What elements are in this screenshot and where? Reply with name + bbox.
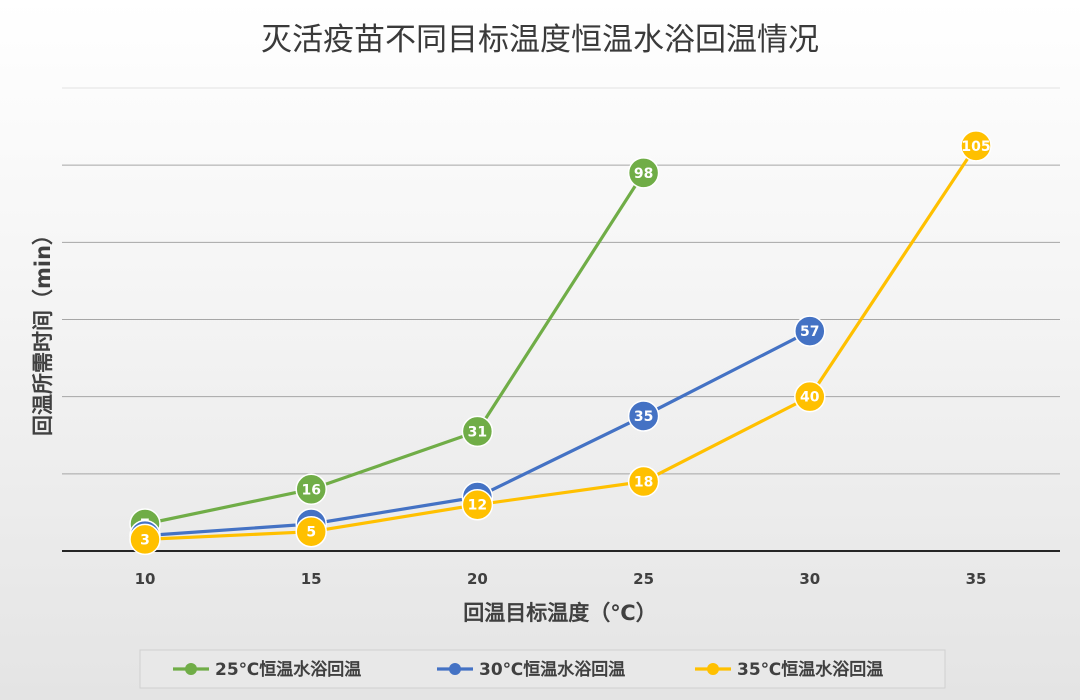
series-group: 71631984714355735121840105 xyxy=(129,130,992,556)
x-axis-ticks: 10 15 20 25 30 35 xyxy=(135,570,987,588)
x-tick-label-30: 30 xyxy=(799,570,820,588)
data-point-s3-30 xyxy=(794,380,826,413)
data-point-s1-15 xyxy=(295,473,327,506)
data-label-s3-35: 105 xyxy=(961,139,990,155)
data-label-s3-30: 40 xyxy=(800,390,820,406)
data-point-s1-25 xyxy=(627,157,660,189)
gridlines xyxy=(62,87,1060,475)
data-label-s2-30: 57 xyxy=(800,324,819,340)
data-point-s3-25 xyxy=(627,465,660,498)
data-point-s3-20 xyxy=(461,488,494,521)
chart-title: 灭活疫苗不同目标温度恒温水浴回温情况 xyxy=(261,22,819,58)
x-tick-label-15: 15 xyxy=(301,570,322,588)
legend-marker-2 xyxy=(449,663,461,675)
x-tick-label-35: 35 xyxy=(966,570,987,588)
data-label-s1-20: 31 xyxy=(468,424,487,440)
series-line-1 xyxy=(144,172,645,526)
x-tick-label-20: 20 xyxy=(467,570,488,588)
data-label-s1-25: 98 xyxy=(634,166,653,182)
data-point-s2-25 xyxy=(627,400,660,432)
data-point-s3-35 xyxy=(960,130,992,162)
legend-marker-3 xyxy=(707,663,719,675)
series-line-3 xyxy=(144,145,978,541)
x-tick-label-25: 25 xyxy=(633,570,654,588)
data-label-s3-10: 3 xyxy=(140,532,150,548)
legend-label-3: 35℃恒温水浴回温 xyxy=(737,659,883,680)
legend-marker-1 xyxy=(185,663,197,675)
y-axis-title: 回温所需时间（min） xyxy=(31,224,55,436)
legend-label-1: 25℃恒温水浴回温 xyxy=(215,659,361,680)
legend: 25℃恒温水浴回温 30℃恒温水浴回温 35℃恒温水浴回温 xyxy=(173,659,883,680)
data-label-s3-25: 18 xyxy=(634,475,653,491)
legend-label-2: 30℃恒温水浴回温 xyxy=(479,659,625,680)
data-point-s3-15 xyxy=(295,515,327,548)
x-tick-label-10: 10 xyxy=(135,570,156,588)
data-label-s1-15: 16 xyxy=(301,482,320,498)
data-point-s2-30 xyxy=(794,315,826,347)
data-point-s1-20 xyxy=(461,415,494,448)
x-axis-title: 回温目标温度（℃） xyxy=(463,601,656,625)
legend-box xyxy=(139,649,946,689)
data-label-s2-25: 35 xyxy=(634,409,653,425)
data-label-s3-20: 12 xyxy=(468,498,487,514)
data-label-s3-15: 5 xyxy=(306,525,316,541)
data-point-s3-10 xyxy=(129,523,161,556)
